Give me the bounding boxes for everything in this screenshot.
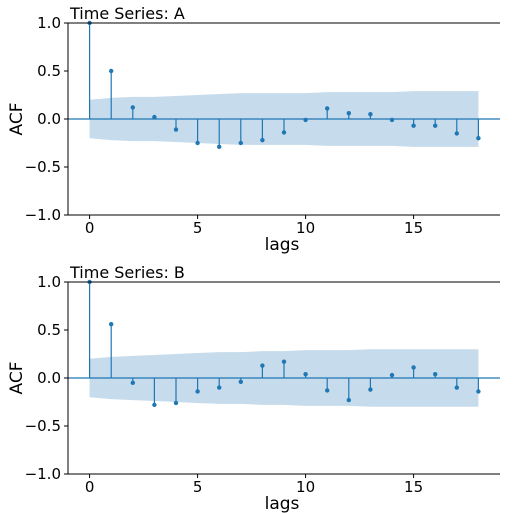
- y-ticks: −1.0 −0.5 0.0 0.5 1.0: [25, 14, 68, 224]
- x-axis-label: lags: [265, 235, 300, 255]
- y-tick-label: 0.0: [37, 369, 61, 387]
- stem-marker: [346, 397, 351, 403]
- stem-marker: [433, 123, 438, 128]
- stem-marker: [346, 111, 351, 116]
- stem-marker: [411, 365, 416, 370]
- y-tick-label: 0.0: [37, 110, 61, 128]
- stem-marker: [217, 144, 222, 150]
- acf-panel-a: 0 5 10 15 −1.0−0.50.00.51.0 Time Series: A …: [7, 4, 500, 255]
- x-tick-label: 5: [193, 219, 203, 237]
- y-tick-label: 1.0: [37, 273, 61, 291]
- stem-marker: [173, 127, 179, 132]
- y-tick-label: 0.5: [37, 62, 61, 80]
- stem-marker: [281, 359, 287, 364]
- stems-layer: [87, 20, 481, 150]
- x-tick-label: 10: [296, 478, 315, 496]
- x-tick-label: 5: [193, 478, 203, 496]
- stem-marker: [389, 372, 395, 378]
- stem-marker: [260, 137, 265, 143]
- x-ticks: 0 5 10 15: [85, 474, 423, 496]
- stem-marker: [173, 400, 179, 406]
- stem-marker: [130, 380, 135, 385]
- acf-panel-b: 0 5 10 15 −1.0−0.50.00.51.0 Time Series: B …: [7, 263, 500, 513]
- x-tick-label: 15: [404, 478, 423, 496]
- stem-marker: [195, 389, 200, 394]
- x-tick-label: 0: [85, 478, 95, 496]
- y-ticks: −1.0 −0.5 0.0 0.5 1.0: [25, 273, 68, 483]
- stem-marker: [454, 385, 459, 390]
- chart-title: Time Series: A: [69, 4, 185, 23]
- y-tick-label: −1.0: [25, 206, 61, 224]
- stem-marker: [433, 371, 438, 377]
- stem-marker: [325, 388, 330, 393]
- stem-marker: [238, 379, 243, 385]
- stem-marker: [454, 131, 459, 136]
- stem-marker: [368, 387, 373, 392]
- x-tick-label: 15: [404, 219, 423, 237]
- stem-marker: [260, 363, 265, 368]
- stem-marker: [476, 389, 481, 394]
- stem-marker: [152, 402, 157, 408]
- stems-layer: [87, 279, 481, 408]
- stem-marker: [130, 105, 135, 110]
- stem-marker: [109, 322, 114, 327]
- x-ticks: 0 5 10 15: [85, 215, 423, 237]
- y-tick-label: 1.0: [37, 14, 61, 32]
- stem-marker: [411, 123, 416, 128]
- y-tick-label: −1.0: [25, 465, 61, 483]
- stem-marker: [281, 130, 287, 135]
- stem-marker: [217, 385, 222, 390]
- y-axis-label: ACF: [7, 103, 27, 136]
- y-tick-label: 0.5: [37, 321, 61, 339]
- stem-marker: [303, 117, 308, 123]
- stem-marker: [152, 114, 157, 120]
- stem-marker: [303, 371, 308, 377]
- y-tick-label: −0.5: [25, 417, 61, 435]
- x-tick-label: 10: [296, 219, 315, 237]
- stem-marker: [109, 68, 114, 74]
- stem-marker: [476, 136, 481, 141]
- stem-marker: [389, 117, 395, 123]
- y-axis-label: ACF: [7, 362, 27, 395]
- stem-marker: [195, 140, 200, 146]
- y-tick-label: −0.5: [25, 158, 61, 176]
- chart-title: Time Series: B: [69, 263, 185, 282]
- stem-marker: [238, 140, 243, 146]
- x-tick-label: 0: [85, 219, 95, 237]
- x-axis-label: lags: [265, 494, 300, 513]
- stem-marker: [368, 112, 373, 117]
- stem-marker: [325, 106, 330, 111]
